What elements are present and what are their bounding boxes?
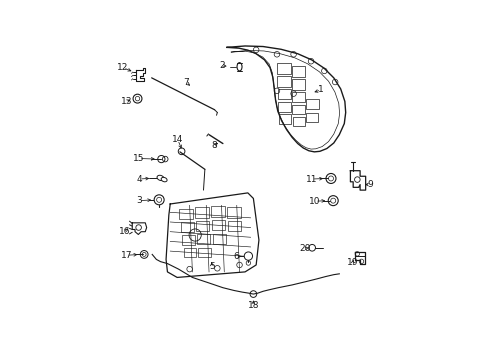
Bar xyxy=(277,76,290,87)
Bar xyxy=(292,117,305,126)
Bar xyxy=(181,222,194,232)
Text: 7: 7 xyxy=(183,78,189,87)
Text: 4: 4 xyxy=(136,175,142,184)
Bar xyxy=(291,92,305,102)
Bar xyxy=(291,66,305,77)
Text: 15: 15 xyxy=(133,154,144,163)
Text: 5: 5 xyxy=(208,262,214,271)
Bar xyxy=(227,221,241,231)
Text: 10: 10 xyxy=(308,197,320,206)
Ellipse shape xyxy=(237,63,242,71)
Bar xyxy=(195,207,208,218)
Text: 2: 2 xyxy=(219,61,224,70)
Text: 19: 19 xyxy=(346,258,358,267)
Text: 11: 11 xyxy=(305,175,317,184)
Text: 8: 8 xyxy=(211,141,217,150)
Polygon shape xyxy=(132,223,146,234)
Bar xyxy=(278,102,291,112)
Bar xyxy=(183,248,195,257)
Circle shape xyxy=(244,252,252,260)
Text: 14: 14 xyxy=(172,135,183,144)
Text: 6: 6 xyxy=(233,252,239,261)
Polygon shape xyxy=(354,252,364,264)
Text: 12: 12 xyxy=(117,63,128,72)
Ellipse shape xyxy=(157,175,163,181)
Bar xyxy=(198,248,210,257)
Polygon shape xyxy=(350,171,365,190)
Bar xyxy=(213,234,225,244)
Bar xyxy=(196,221,209,231)
Bar xyxy=(291,79,305,90)
Text: 20: 20 xyxy=(299,244,310,253)
Polygon shape xyxy=(135,68,145,81)
Polygon shape xyxy=(226,46,345,152)
Bar xyxy=(211,220,224,230)
Bar xyxy=(305,99,318,109)
Text: 13: 13 xyxy=(121,97,132,106)
Bar xyxy=(179,209,193,219)
Bar xyxy=(305,113,317,122)
Bar xyxy=(197,234,210,244)
Polygon shape xyxy=(166,193,259,278)
Bar xyxy=(292,105,305,114)
Bar xyxy=(277,89,290,99)
Bar xyxy=(226,207,241,218)
Text: 9: 9 xyxy=(367,180,372,189)
Bar xyxy=(210,207,224,217)
Bar xyxy=(182,235,195,245)
Circle shape xyxy=(154,195,164,205)
Text: 1: 1 xyxy=(318,85,324,94)
Text: 16: 16 xyxy=(119,227,130,236)
Text: 3: 3 xyxy=(136,196,142,205)
Bar xyxy=(276,63,290,74)
Text: 18: 18 xyxy=(247,301,259,310)
Text: 17: 17 xyxy=(121,251,132,260)
Ellipse shape xyxy=(161,177,167,182)
Bar xyxy=(279,114,291,123)
